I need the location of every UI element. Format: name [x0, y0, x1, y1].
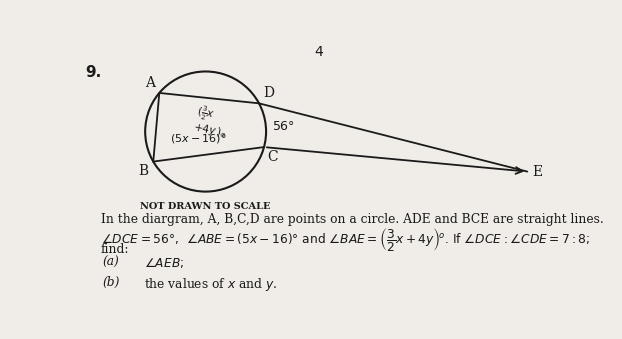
Text: (a): (a): [103, 256, 119, 269]
Text: find:: find:: [101, 243, 129, 256]
Text: $56°$: $56°$: [272, 120, 295, 133]
Text: B: B: [139, 164, 149, 178]
Text: $(5x-16)°$: $(5x-16)°$: [170, 132, 227, 145]
Text: 9.: 9.: [85, 65, 102, 80]
Text: NOT DRAWN TO SCALE: NOT DRAWN TO SCALE: [141, 202, 271, 212]
Text: 4: 4: [314, 45, 323, 59]
Text: (b): (b): [103, 276, 120, 288]
Text: D: D: [263, 86, 274, 100]
Text: the values of $x$ and $y$.: the values of $x$ and $y$.: [144, 276, 277, 293]
Text: $\angle AEB$;: $\angle AEB$;: [144, 256, 183, 270]
Text: A: A: [145, 76, 155, 90]
Text: C: C: [267, 150, 278, 164]
Text: $(\frac{3}{2}x$
$+ 4y\,)_o$: $(\frac{3}{2}x$ $+ 4y\,)_o$: [192, 103, 231, 140]
Text: $\angle DCE = 56°$,  $\angle ABE = (5x - 16)°$ and $\angle BAE = \left(\dfrac{3}: $\angle DCE = 56°$, $\angle ABE = (5x - …: [101, 226, 590, 253]
Text: In the diargram, A, B,C,D are points on a circle. ADE and BCE are straight lines: In the diargram, A, B,C,D are points on …: [101, 213, 604, 226]
Text: E: E: [532, 164, 542, 179]
